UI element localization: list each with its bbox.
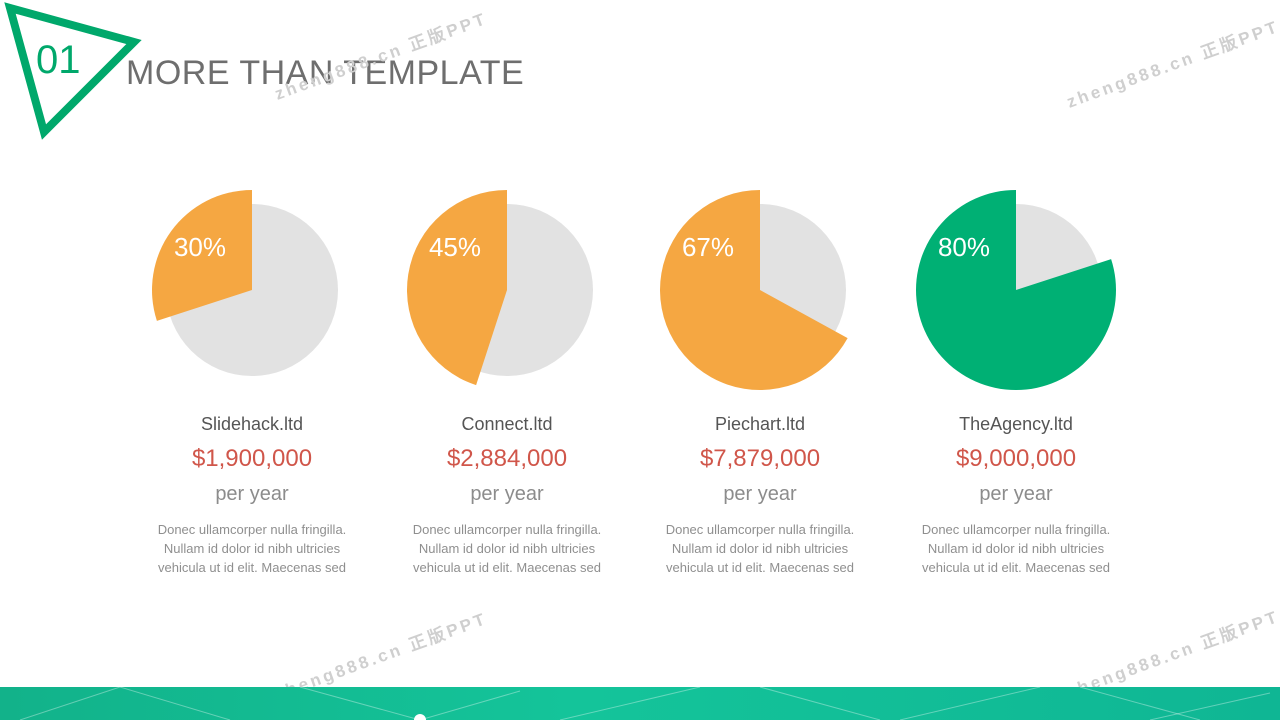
pie-slice — [916, 190, 1116, 390]
card: 45% Connect.ltd $2,884,000 per year Done… — [387, 180, 627, 577]
slide-title: MORE THAN TEMPLATE — [126, 54, 525, 92]
watermark: zheng888.cn 正版PPT — [1064, 17, 1280, 112]
network-lines-decoration — [19, 687, 1271, 720]
amount-value: $9,000,000 — [955, 445, 1077, 472]
percent-label: 30% — [174, 232, 226, 262]
card: 30% Slidehack.ltd $1,900,000 per year Do… — [132, 180, 372, 577]
per-year-label: per year — [723, 483, 797, 505]
corner-triangle-icon — [4, 2, 142, 140]
per-year-label: per year — [470, 483, 544, 505]
company-name: TheAgency.ltd — [959, 414, 1073, 434]
per-year-label: per year — [215, 483, 289, 505]
company-name: Slidehack.ltd — [200, 414, 304, 434]
amount-value: $7,879,000 — [699, 445, 821, 472]
node-dot-icon — [414, 714, 426, 720]
company-name: Piechart.ltd — [714, 414, 806, 434]
card: 80% TheAgency.ltd $9,000,000 per year Do… — [896, 180, 1136, 577]
pie-chart: 80% — [916, 190, 1116, 390]
company-name: Connect.ltd — [461, 414, 553, 434]
description-text: Donec ullamcorper nulla fringilla. Nulla… — [412, 522, 602, 575]
pie-chart: 67% — [660, 190, 848, 390]
bottom-band — [0, 687, 1280, 720]
pie-slice — [407, 190, 507, 386]
pie-slice — [152, 190, 252, 321]
percent-label: 80% — [938, 232, 990, 262]
pie-chart: 45% — [407, 190, 593, 386]
percent-label: 67% — [682, 232, 734, 262]
description-text: Donec ullamcorper nulla fringilla. Nulla… — [921, 522, 1111, 575]
description-text: Donec ullamcorper nulla fringilla. Nulla… — [157, 522, 347, 575]
card: 67% Piechart.ltd $7,879,000 per year Don… — [640, 180, 880, 577]
pie-chart: 30% — [152, 190, 338, 376]
percent-label: 45% — [429, 232, 481, 262]
description-text: Donec ullamcorper nulla fringilla. Nulla… — [665, 522, 855, 575]
section-number: 01 — [36, 38, 81, 82]
amount-value: $1,900,000 — [191, 445, 313, 472]
amount-value: $2,884,000 — [446, 445, 568, 472]
per-year-label: per year — [979, 483, 1053, 505]
pie-slice — [660, 190, 848, 390]
